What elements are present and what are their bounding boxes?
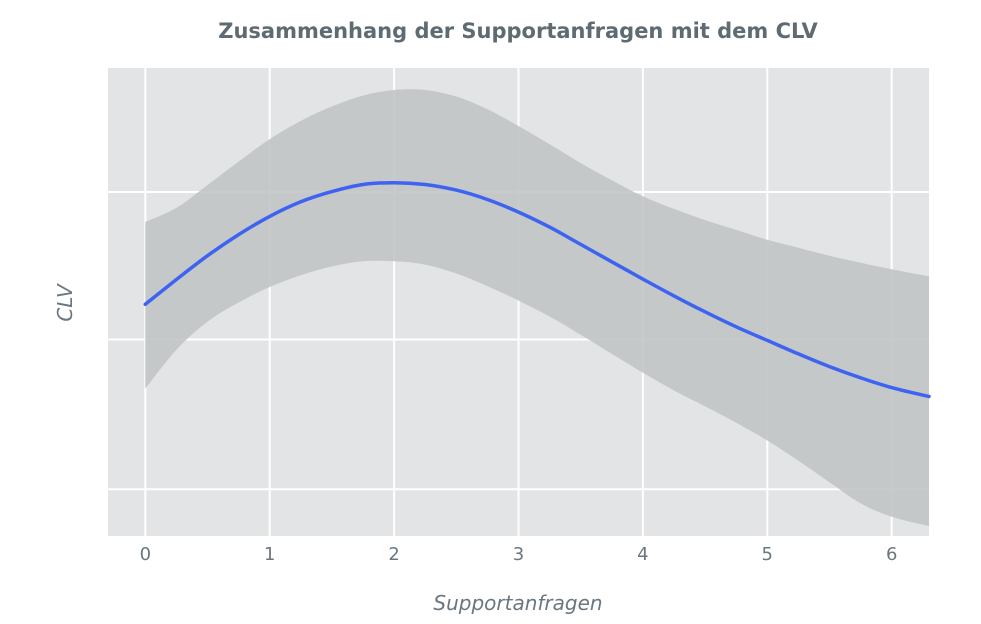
- x-tick-label: 3: [513, 544, 524, 565]
- x-tick-label: 0: [140, 544, 151, 565]
- x-tick-label: 1: [264, 544, 275, 565]
- x-axis-title: Supportanfragen: [433, 591, 602, 615]
- x-tick-label: 5: [762, 544, 773, 565]
- y-axis-title: CLV: [53, 283, 77, 322]
- fit-line: [143, 180, 931, 399]
- chart-title: Zusammenhang der Supportanfragen mit dem…: [218, 19, 818, 43]
- x-tick-label: 2: [388, 544, 399, 565]
- confidence-band: [145, 89, 930, 527]
- x-tick-label: 4: [637, 544, 648, 565]
- x-tick-labels: 0 1 2 3 4 5 6: [140, 544, 898, 565]
- x-tick-label: 6: [886, 544, 897, 565]
